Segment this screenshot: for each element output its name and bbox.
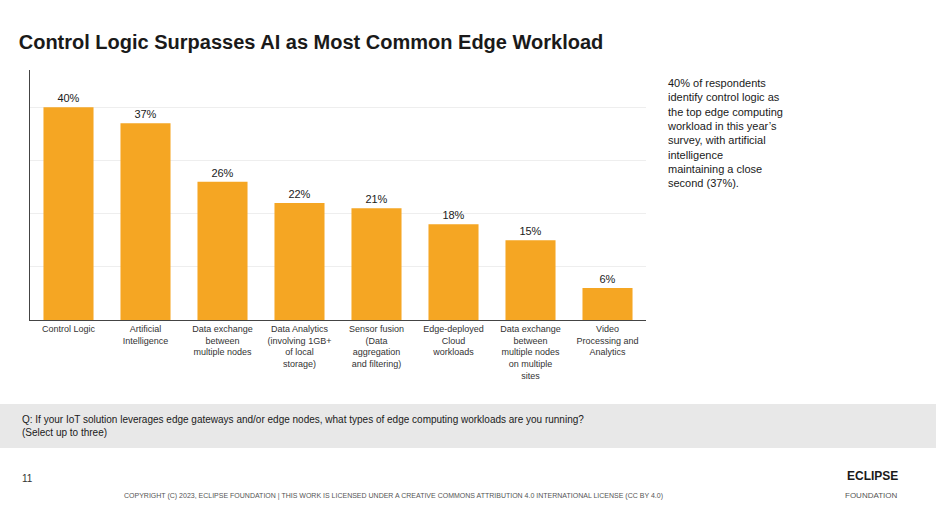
svg-text:26%: 26% [211,167,233,179]
svg-text:Control Logic: Control Logic [42,324,96,334]
svg-text:22%: 22% [288,188,310,200]
svg-text:VideoProcessing andAnalytics: VideoProcessing andAnalytics [576,324,638,357]
svg-text:Data exchangebetweenmultiple n: Data exchangebetweenmultiple nodeson mul… [500,324,561,381]
svg-text:COPYRIGHT (C) 2023, ECLIPSE FO: COPYRIGHT (C) 2023, ECLIPSE FOUNDATION |… [124,492,663,500]
svg-text:11: 11 [22,473,33,484]
svg-text:15%: 15% [519,225,541,237]
svg-text:40% of respondentsidentify con: 40% of respondentsidentify control logic… [667,77,783,189]
svg-text:Q: If your IoT solution levera: Q: If your IoT solution leverages edge g… [22,414,584,438]
svg-text:37%: 37% [134,108,156,120]
svg-text:Control Logic Surpasses AI as: Control Logic Surpasses AI as Most Commo… [19,31,604,53]
svg-text:FOUNDATION: FOUNDATION [845,491,898,500]
svg-text:6%: 6% [599,273,615,285]
svg-text:ArtificialIntelligence: ArtificialIntelligence [123,324,169,346]
svg-text:Data exchangebetweenmultiple n: Data exchangebetweenmultiple nodes [192,324,253,357]
svg-text:ECLIPSE: ECLIPSE [847,469,898,483]
svg-text:Sensor fusion(Dataaggregationa: Sensor fusion(Dataaggregationand filteri… [349,324,404,369]
svg-text:18%: 18% [442,209,464,221]
svg-text:21%: 21% [365,193,387,205]
svg-text:Data Analytics(involving 1GB+o: Data Analytics(involving 1GB+of localsto… [268,324,332,369]
svg-text:Edge-deployedCloudworkloads: Edge-deployedCloudworkloads [423,324,484,357]
svg-text:40%: 40% [57,92,79,104]
